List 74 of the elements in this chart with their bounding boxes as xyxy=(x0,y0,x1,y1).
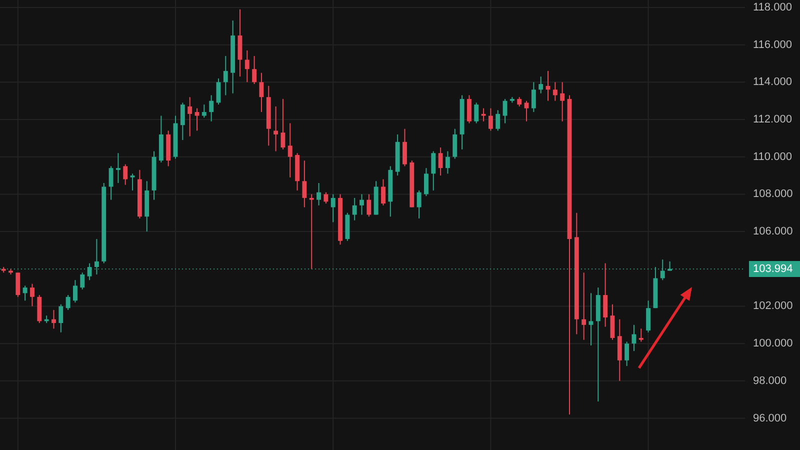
candlestick xyxy=(324,192,328,204)
y-tick-label: 110.000 xyxy=(753,150,792,163)
y-tick-label: 102.000 xyxy=(753,300,793,312)
candlestick xyxy=(431,150,436,191)
candlestick xyxy=(280,98,286,150)
candlestick xyxy=(552,82,558,102)
candlestick xyxy=(624,341,630,366)
y-tick-label: 96.000 xyxy=(753,412,787,424)
candlestick xyxy=(502,98,508,124)
candlestick xyxy=(259,72,264,113)
y-tick-label: 118.000 xyxy=(753,1,792,14)
y-tick-label: 112.000 xyxy=(753,114,792,126)
candlestick xyxy=(30,283,34,307)
candlestick xyxy=(216,78,221,106)
candlestick xyxy=(194,108,200,132)
candlestick xyxy=(123,164,128,186)
candlestick xyxy=(496,110,500,132)
candlestick xyxy=(366,194,372,218)
y-tick-label: 106.000 xyxy=(753,226,793,238)
candlestick xyxy=(610,304,615,340)
candlestick xyxy=(22,285,28,302)
candlestick xyxy=(445,150,450,174)
candlestick xyxy=(288,122,292,178)
candlestick xyxy=(588,292,594,346)
candlestick xyxy=(252,56,257,85)
candlestick xyxy=(416,190,422,219)
candlestick xyxy=(52,309,56,330)
candlestick xyxy=(330,194,336,223)
candlestick xyxy=(360,194,364,216)
candlestick xyxy=(130,173,135,191)
candlestick xyxy=(72,280,78,303)
candlestick xyxy=(223,56,228,96)
y-tick-label: 98.000 xyxy=(753,374,787,387)
candlestick xyxy=(452,128,458,160)
candlestick xyxy=(538,76,544,94)
candlestick xyxy=(352,197,357,221)
candlestick xyxy=(517,96,522,107)
candlestick xyxy=(202,104,206,118)
y-tick-label: 100.000 xyxy=(753,338,793,350)
candlestick xyxy=(402,128,407,167)
candlestick xyxy=(438,147,443,176)
candlestick xyxy=(381,178,386,206)
candlestick xyxy=(582,272,586,340)
candlestick xyxy=(466,94,472,124)
candlestick xyxy=(316,182,321,206)
candlestick xyxy=(488,108,493,132)
candlestick xyxy=(309,194,314,270)
y-tick-label: 108.000 xyxy=(753,188,793,200)
candlestick xyxy=(474,102,479,124)
candlestick xyxy=(560,82,565,122)
ref-line-label: 103.994 xyxy=(753,262,793,275)
candlestick xyxy=(481,108,486,122)
candlestick xyxy=(180,102,185,141)
candlestick xyxy=(80,272,85,290)
candlestick xyxy=(188,96,192,137)
candlestick xyxy=(209,94,214,122)
candlestick xyxy=(531,82,536,113)
candlestick xyxy=(603,262,608,328)
candlestick xyxy=(244,50,250,83)
candlestick xyxy=(302,160,307,208)
candlestick xyxy=(87,262,92,281)
candlestick xyxy=(108,166,114,200)
candlestick xyxy=(632,324,636,352)
y-tick-label: 116.000 xyxy=(753,38,792,51)
y-tick-label: 114.000 xyxy=(753,76,792,88)
candlestick xyxy=(66,294,70,310)
candlestick xyxy=(116,152,120,184)
candlestick xyxy=(524,100,529,122)
candlestick xyxy=(274,106,278,152)
candlestick xyxy=(16,272,20,298)
candlestick xyxy=(646,300,651,333)
candlestick xyxy=(638,328,644,342)
candlestick xyxy=(58,304,64,333)
candlestick xyxy=(424,168,428,197)
